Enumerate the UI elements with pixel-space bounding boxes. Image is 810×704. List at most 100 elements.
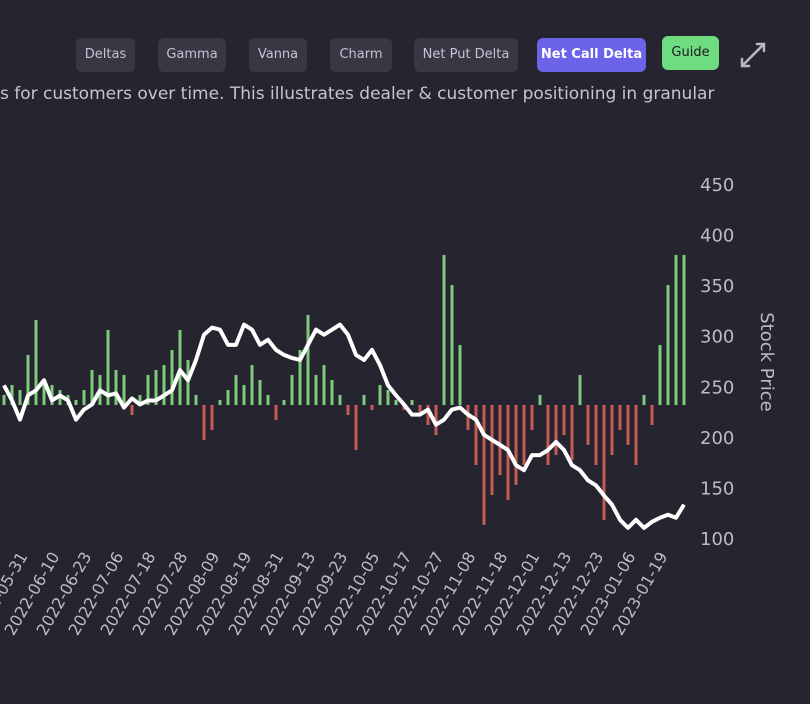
bar [162, 365, 166, 405]
bar [466, 405, 470, 430]
bar [666, 285, 670, 405]
bar [282, 400, 286, 405]
bar [122, 375, 126, 405]
tab-button[interactable]: Deltas [76, 38, 135, 72]
bar [522, 405, 526, 465]
bar [290, 375, 294, 405]
y2-tick-label: 450 [700, 175, 734, 196]
bar [274, 405, 278, 420]
bar [234, 375, 238, 405]
bar [554, 405, 558, 455]
tab-button[interactable]: Net Call Delta [537, 38, 646, 72]
y2-tick-label: 350 [700, 276, 734, 297]
tab-button[interactable]: Charm [330, 38, 392, 72]
bar [642, 395, 646, 405]
bar [218, 400, 222, 405]
bar [370, 405, 374, 410]
bar [474, 405, 478, 465]
bar [226, 390, 230, 405]
bar [50, 385, 54, 405]
bar [538, 395, 542, 405]
bar [650, 405, 654, 425]
bar [194, 395, 198, 405]
bar [634, 405, 638, 465]
bar [322, 365, 326, 405]
tab-button[interactable]: Vanna [249, 38, 307, 72]
bar [410, 400, 414, 405]
bar [658, 345, 662, 405]
bar [362, 395, 366, 405]
bar [258, 380, 262, 405]
bar [482, 405, 486, 525]
bar [74, 400, 78, 405]
bar [426, 405, 430, 425]
bar [450, 285, 454, 405]
y2-tick-label: 250 [700, 377, 734, 398]
bar [514, 405, 518, 485]
tab-button[interactable]: Net Put Delta [414, 38, 518, 72]
bar [354, 405, 358, 450]
bar [434, 405, 438, 435]
bar [378, 385, 382, 405]
bar [338, 395, 342, 405]
bar [346, 405, 350, 415]
bar [82, 390, 86, 405]
bar [42, 380, 46, 405]
bar [610, 405, 614, 455]
bar [130, 405, 134, 415]
bar [330, 380, 334, 405]
bar [386, 390, 390, 405]
bar [138, 395, 142, 405]
bar [306, 315, 310, 405]
bar [178, 330, 182, 405]
y2-tick-label: 300 [700, 327, 734, 348]
price-line [2, 322, 686, 530]
bar [578, 375, 582, 405]
bar [146, 375, 150, 405]
bar [314, 375, 318, 405]
bar [570, 405, 574, 460]
bar [594, 405, 598, 465]
bar [210, 405, 214, 430]
y2-axis-label: Stock Price [756, 312, 777, 411]
bar [682, 255, 686, 405]
bar [442, 255, 446, 405]
y2-tick-label: 400 [700, 226, 734, 247]
bar [170, 350, 174, 405]
bar [90, 370, 94, 405]
bar [602, 405, 606, 520]
bar [490, 405, 494, 495]
bar [202, 405, 206, 440]
bar [26, 355, 30, 405]
bar [546, 405, 550, 465]
bar [266, 395, 270, 405]
bar [18, 390, 22, 405]
bar [114, 370, 118, 405]
bar [562, 405, 566, 435]
bar [418, 405, 422, 415]
bar [626, 405, 630, 445]
bar [10, 385, 14, 405]
bar [394, 400, 398, 405]
y2-tick-label: 200 [700, 428, 734, 449]
bar [2, 395, 6, 405]
bar [530, 405, 534, 430]
bar [186, 360, 190, 405]
bar [154, 370, 158, 405]
description: s for customers over time. This illustra… [0, 84, 715, 104]
bar [498, 405, 502, 475]
bar [618, 405, 622, 430]
bar [458, 345, 462, 405]
bar [674, 255, 678, 405]
y2-tick-label: 100 [700, 529, 734, 550]
bar [106, 330, 110, 405]
bar [298, 350, 302, 405]
bar [586, 405, 590, 445]
tab-button[interactable]: Gamma [158, 38, 226, 72]
guide-button[interactable]: Guide [662, 36, 719, 70]
bar [242, 385, 246, 405]
bar [34, 320, 38, 405]
y2-tick-label: 150 [700, 478, 734, 499]
